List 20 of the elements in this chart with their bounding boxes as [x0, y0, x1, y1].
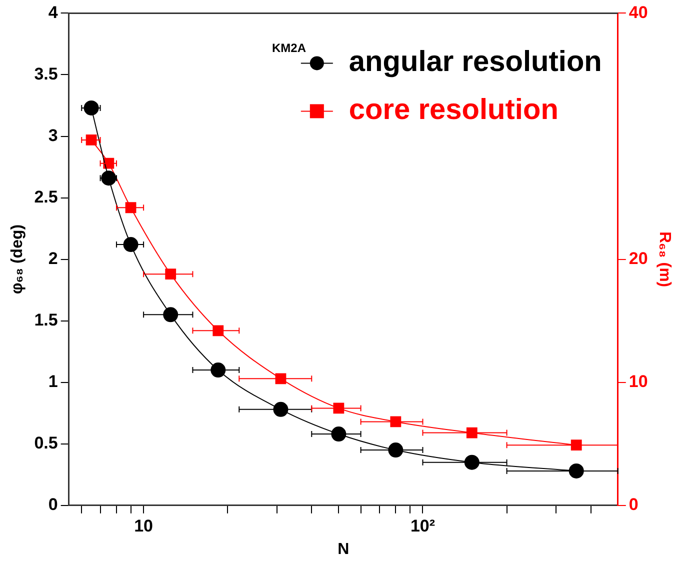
x-tick-label: 10²: [410, 516, 436, 536]
y2-axis-title: R₆₈ (m): [656, 231, 673, 288]
x-axis-title: N: [338, 540, 350, 558]
y-tick-label: 4: [48, 2, 58, 22]
y2-tick-label: 20: [628, 248, 648, 268]
y-tick-label: 3: [48, 126, 58, 145]
y-axis-title: φ₆₈ (deg): [9, 224, 26, 294]
y2-tick-label: 10: [628, 372, 648, 392]
y2-tick-label: 40: [628, 2, 648, 22]
y-tick-label: 2: [48, 248, 58, 268]
legend-label: core resolution: [348, 94, 558, 126]
y2-tick-label: 0: [628, 495, 638, 514]
y-tick-label: 2.5: [34, 187, 58, 206]
y-tick-label: 3.5: [34, 64, 58, 84]
legend-label: angular resolution: [348, 46, 602, 78]
y-tick-label: 0.5: [34, 434, 58, 453]
y-tick-label: 1: [48, 372, 58, 392]
annotation: KM2A: [272, 41, 306, 56]
y-tick-label: 1.5: [34, 310, 58, 330]
y-tick-label: 0: [48, 495, 58, 514]
